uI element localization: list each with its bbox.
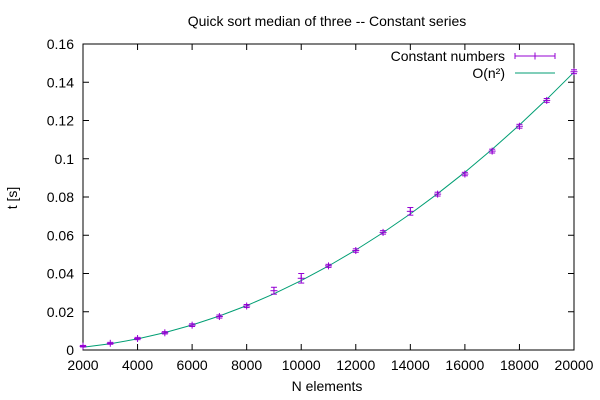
x-tick-label: 14000 <box>391 357 430 373</box>
x-tick-label: 20000 <box>555 357 594 373</box>
data-point <box>270 286 278 295</box>
legend-label-constant-numbers: Constant numbers <box>391 48 505 64</box>
y-tick-label: 0.06 <box>47 227 74 243</box>
data-point <box>134 335 142 343</box>
y-tick-label: 0.16 <box>47 36 74 52</box>
x-axis-label: N elements <box>292 378 363 394</box>
x-tick-label: 8000 <box>231 357 262 373</box>
x-tick-label: 6000 <box>177 357 208 373</box>
y-tick-label: 0 <box>66 342 74 358</box>
data-point <box>488 147 496 155</box>
data-point <box>188 321 196 329</box>
y-tick-label: 0.08 <box>47 189 74 205</box>
data-point <box>243 302 251 310</box>
y-tick-label: 0.02 <box>47 304 74 320</box>
data-point <box>515 122 523 130</box>
data-point <box>215 313 223 321</box>
data-point <box>406 207 414 216</box>
y-tick-label: 0.12 <box>47 113 74 129</box>
chart-title: Quick sort median of three -- Constant s… <box>188 13 467 29</box>
y-tick-label: 0.1 <box>55 151 75 167</box>
data-point <box>352 247 360 255</box>
x-tick-label: 4000 <box>122 357 153 373</box>
x-tick-label: 2000 <box>67 357 98 373</box>
data-point <box>297 273 305 284</box>
data-point <box>543 96 551 104</box>
data-point <box>379 228 387 236</box>
data-point <box>161 329 169 337</box>
legend-label-o-n2: O(n²) <box>472 65 505 81</box>
x-tick-label: 12000 <box>336 357 375 373</box>
x-tick-label: 16000 <box>445 357 484 373</box>
y-tick-label: 0.14 <box>47 74 74 90</box>
data-point <box>106 339 114 347</box>
legend: Constant numbers O(n²) <box>391 48 556 81</box>
data-point <box>434 190 442 198</box>
axes: 2000 4000 6000 8000 10000 12000 14000 16000 1800… <box>47 36 594 373</box>
legend-sample-constant-numbers <box>514 52 556 60</box>
data-point <box>461 170 469 178</box>
x-tick-label: 10000 <box>282 357 321 373</box>
y-axis-label: t [s] <box>4 187 20 210</box>
data-point <box>570 68 578 76</box>
data-point <box>79 342 87 350</box>
y-tick-label: 0.04 <box>47 266 74 282</box>
x-tick-label: 18000 <box>500 357 539 373</box>
plot-points <box>79 68 578 350</box>
data-point <box>325 262 332 270</box>
